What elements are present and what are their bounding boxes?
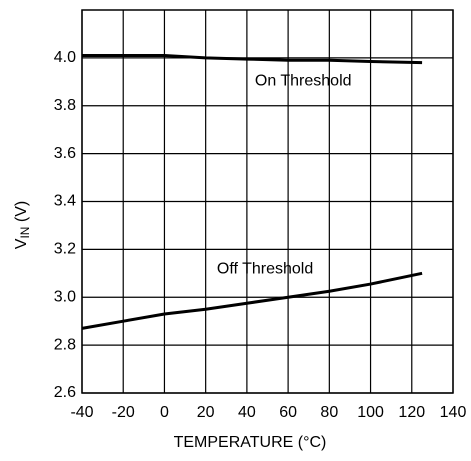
x-tick-label: 40	[238, 404, 256, 421]
y-tick-label: 3.2	[54, 241, 76, 258]
y-tick-label: 2.8	[54, 336, 76, 353]
x-tick-label: 120	[398, 404, 425, 421]
y-tick-label: 3.0	[54, 288, 76, 305]
x-tick-label: 20	[197, 404, 215, 421]
x-tick-label: -20	[112, 404, 135, 421]
x-tick-label: 80	[320, 404, 338, 421]
y-axis-label: VIN (V)	[13, 201, 32, 249]
series-label: Off Threshold	[217, 260, 313, 277]
y-tick-label: 3.6	[54, 145, 76, 162]
x-axis-label: TEMPERATURE (°C)	[174, 434, 327, 451]
y-label-sub: IN	[18, 227, 32, 239]
x-tick-label: 140	[440, 404, 467, 421]
y-tick-label: 3.8	[54, 97, 76, 114]
x-tick-label: 0	[160, 404, 169, 421]
x-tick-label: -40	[70, 404, 93, 421]
y-tick-label: 2.6	[54, 384, 76, 401]
x-tick-label: 100	[357, 404, 384, 421]
y-tick-label: 4.0	[54, 49, 76, 66]
y-label-main: V	[13, 238, 30, 249]
x-tick-label: 60	[279, 404, 297, 421]
y-tick-label: 3.4	[54, 193, 76, 210]
series-line	[82, 53, 423, 65]
series-line	[81, 271, 423, 330]
series-label: On Threshold	[255, 72, 352, 89]
y-label-rest: (V)	[13, 201, 30, 227]
